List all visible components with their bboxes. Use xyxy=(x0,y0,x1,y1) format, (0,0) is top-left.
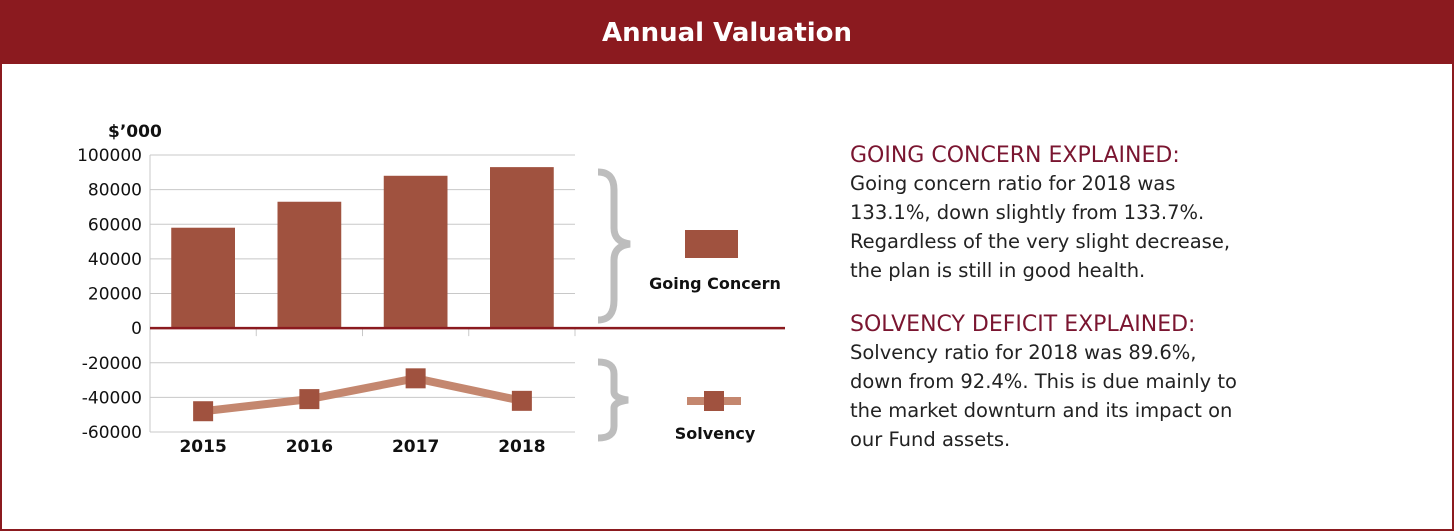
bar xyxy=(171,227,235,329)
legend-swatch xyxy=(704,391,724,411)
y-axis-title: $’000 xyxy=(108,122,162,142)
legend-brace xyxy=(597,358,629,442)
marker xyxy=(405,368,426,389)
section-text: the market downturn and its impact on xyxy=(850,399,1232,422)
y-tick-label: 100000 xyxy=(77,146,142,166)
y-tick-label: -40000 xyxy=(82,388,142,408)
x-tick-label: 2016 xyxy=(286,437,333,457)
marker xyxy=(193,401,214,422)
bar xyxy=(277,201,342,329)
section-text: our Fund assets. xyxy=(850,428,1010,451)
section-text: Going concern ratio for 2018 was xyxy=(850,172,1175,195)
marker xyxy=(299,389,320,410)
x-tick-label: 2015 xyxy=(179,437,226,457)
header-bar xyxy=(0,0,1454,64)
y-tick-label: -20000 xyxy=(82,354,142,374)
bar xyxy=(383,175,448,329)
legend-label: Going Concern xyxy=(649,274,781,293)
marker xyxy=(511,390,532,411)
section-text: Regardless of the very slight decrease, xyxy=(850,230,1230,253)
legend-swatch xyxy=(685,230,738,258)
section-text: down from 92.4%. This is due mainly to xyxy=(850,370,1237,393)
text-column: GOING CONCERN EXPLAINED: Going concern ra… xyxy=(850,143,1237,451)
bar xyxy=(490,167,554,329)
x-tick-label: 2018 xyxy=(498,437,545,457)
chart: -60000 -40000 -20000 0 20000 40000 60000 80000 1… xyxy=(77,146,785,457)
section-text: 133.1%, down slightly from 133.7%. xyxy=(850,201,1204,224)
y-tick-label: 60000 xyxy=(88,215,142,235)
section-heading: SOLVENCY DEFICIT EXPLAINED: xyxy=(850,312,1195,337)
section-heading: GOING CONCERN EXPLAINED: xyxy=(850,143,1180,168)
y-tick-label: 20000 xyxy=(88,285,142,305)
section-text: the plan is still in good health. xyxy=(850,259,1145,282)
x-tick-label: 2017 xyxy=(392,437,439,457)
header-title: Annual Valuation xyxy=(602,18,852,48)
y-tick-label: 0 xyxy=(131,319,142,339)
y-tick-label: -60000 xyxy=(82,423,142,443)
section-text: Solvency ratio for 2018 was 89.6%, xyxy=(850,341,1196,364)
legend-label: Solvency xyxy=(675,424,756,443)
y-tick-label: 80000 xyxy=(88,181,142,201)
line xyxy=(202,374,523,416)
legend-brace xyxy=(597,168,631,324)
y-tick-label: 40000 xyxy=(88,250,142,270)
